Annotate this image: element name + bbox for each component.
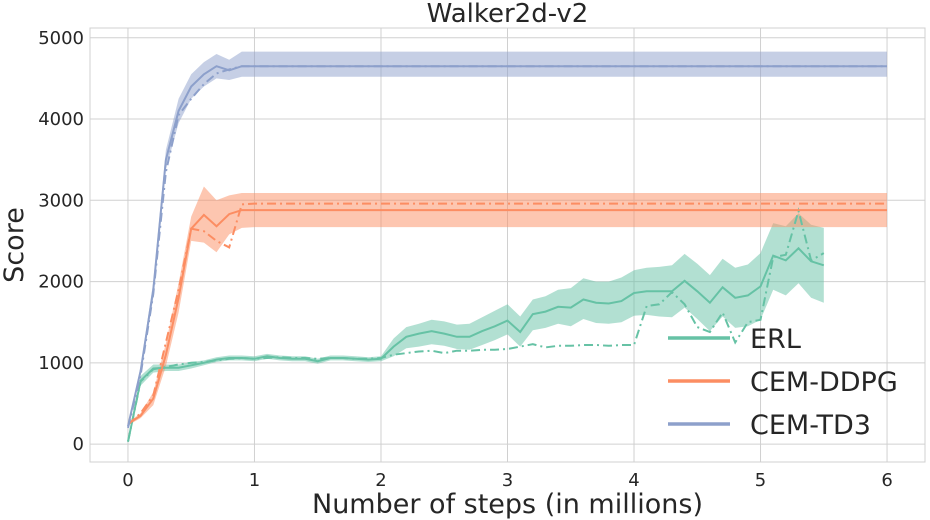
y-tick-label: 5000 bbox=[38, 28, 84, 49]
legend-label-cem-ddpg: CEM-DDPG bbox=[750, 367, 898, 398]
erl-dashdot-line bbox=[127, 207, 825, 442]
x-axis-label: Number of steps (in millions) bbox=[312, 489, 703, 520]
y-tick-label: 4000 bbox=[38, 109, 84, 130]
x-tick-label: 4 bbox=[628, 470, 639, 491]
y-tick-label: 3000 bbox=[38, 190, 84, 211]
legend-label-cem-td3: CEM-TD3 bbox=[750, 410, 871, 441]
erl-band bbox=[128, 213, 824, 442]
x-tick-label: 3 bbox=[502, 470, 513, 491]
plot-frame bbox=[89, 27, 926, 463]
chart-title: Walker2d-v2 bbox=[427, 0, 589, 29]
cem-td3-mean-line bbox=[127, 65, 887, 427]
x-tick-label: 5 bbox=[755, 470, 766, 491]
line-layer bbox=[127, 65, 887, 442]
y-tick-label: 0 bbox=[73, 434, 84, 455]
x-tick-label: 1 bbox=[249, 470, 260, 491]
legend: ERL CEM-DDPG CEM-TD3 bbox=[668, 324, 898, 441]
x-tick-label: 0 bbox=[122, 470, 133, 491]
cem-ddpg-mean-line bbox=[127, 209, 887, 425]
erl-mean-line bbox=[127, 246, 825, 442]
y-tick-label: 2000 bbox=[38, 272, 84, 293]
y-axis-label: Score bbox=[0, 207, 30, 283]
legend-label-erl: ERL bbox=[750, 324, 801, 355]
y-tick-label: 1000 bbox=[38, 353, 84, 374]
x-tick-label: 6 bbox=[881, 470, 892, 491]
tick-layer: 0 1 2 3 4 5 6 0 1000 2000 3000 4000 5000 bbox=[38, 28, 893, 491]
x-tick-label: 2 bbox=[375, 470, 386, 491]
cem-ddpg-dashdot-line bbox=[127, 202, 887, 426]
